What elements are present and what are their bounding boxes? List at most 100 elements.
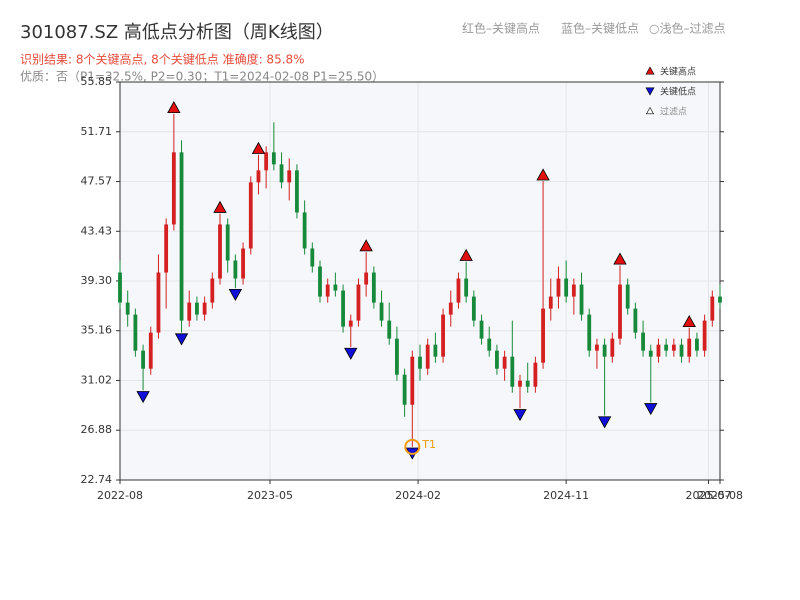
x-tick-label: 2024-02 [395,489,441,502]
key-low-marker [644,403,658,416]
y-tick-label: 31.02 [81,373,113,386]
x-tick-label: 2025-08 [697,489,743,502]
candle-body [664,344,669,351]
candle-body [179,152,184,321]
y-tick-label: 26.88 [81,423,113,436]
legend-label: 过滤点 [660,106,687,118]
key-high-marker [613,252,627,265]
legend-marker [645,87,655,96]
candle-body [564,278,569,297]
candle-body [418,356,422,369]
candle-body [602,344,607,357]
candle-body [241,248,245,279]
key-high-marker [167,101,181,114]
key-high-marker [359,239,373,252]
key-low-marker [513,409,527,422]
candle-body [533,362,538,387]
candle-body [164,224,169,273]
candle-body [256,170,261,183]
candle-body [625,284,630,309]
header-legend: 蓝色–关键低点 [561,22,639,36]
y-tick-label: 51.71 [81,125,113,138]
candle-body [541,308,545,363]
candle-body [671,344,676,351]
candle-body [271,152,276,165]
key-high-marker [213,200,227,213]
candle-body [348,320,353,327]
candle-body [233,260,238,279]
legend-marker [645,106,655,115]
candle-body [225,224,230,261]
candle-body [371,272,376,303]
candle-body [471,296,476,321]
candle-body [556,278,561,297]
candle-body [687,338,692,357]
y-tick-label: 47.57 [81,175,113,188]
candle-body [448,302,453,315]
candle-body [579,284,584,315]
candle-body [710,296,715,321]
candle-body [156,272,161,333]
annotation-label: T1 [421,438,436,451]
candle-body [279,164,284,183]
x-tick-label: 2022-08 [97,489,143,502]
legend-marker [645,66,655,75]
key-low-marker [344,347,358,360]
candle-body [610,338,615,357]
key-low-marker [228,288,243,301]
candle-body [395,338,399,375]
annotation-circle [404,438,421,455]
candle-body [133,314,138,351]
key-high-marker [459,248,473,261]
candle-body [202,302,207,315]
key-low-marker [136,391,150,404]
candle-body [441,314,445,357]
header-legend: ○浅色–过滤点 [649,22,725,36]
subtitle: 识别结果: 8个关键高点, 8个关键低点 准确度: 85.8% [20,52,305,67]
candle-body [333,284,338,291]
candle-body [487,338,492,351]
header-legend: 红色–关键高点 [462,21,540,36]
candle-body [210,278,215,303]
candle-body [679,344,684,357]
x-tick-label: 2024-11 [543,489,589,502]
candle-body [525,380,530,387]
candle-body [195,302,199,315]
legend-label: 关键低点 [660,86,696,98]
x-tick-label: 2025-07 [685,489,731,502]
key-low-marker [174,333,189,346]
candle-body [656,344,661,357]
candle-body [510,356,515,387]
y-tick-label: 43.43 [81,224,113,237]
candle-body [425,344,430,369]
candle-body [595,344,599,351]
candle-body [702,320,707,351]
key-high-marker [682,314,696,328]
candle-body [171,152,176,225]
candle-body [287,170,292,183]
key-high-marker [251,141,266,154]
candle-body [341,290,345,327]
candle-body [433,344,438,357]
chart-title: 301087.SZ 高低点分析图（周K线图） [20,22,334,43]
candle-body [618,284,622,339]
y-tick-label: 55.85 [81,75,113,88]
candle-body [295,170,299,213]
candle-body [218,224,222,279]
candle-body [318,266,322,297]
candle-body [648,350,653,357]
candle-body [587,314,592,351]
candle-body [141,350,145,369]
key-low-marker [597,416,612,429]
candle-body [310,248,315,267]
candle-body [571,284,576,297]
note: 优质：否（P1=32.5%, P2=0.30；T1=2024-02-08 P1=… [20,70,384,84]
candle-body [456,278,461,303]
candle-body [479,320,484,339]
y-tick-label: 35.16 [81,324,113,337]
candle-body [518,380,522,387]
candle-body [379,302,384,321]
y-tick-label: 39.30 [81,274,113,287]
candle-body [356,284,361,321]
